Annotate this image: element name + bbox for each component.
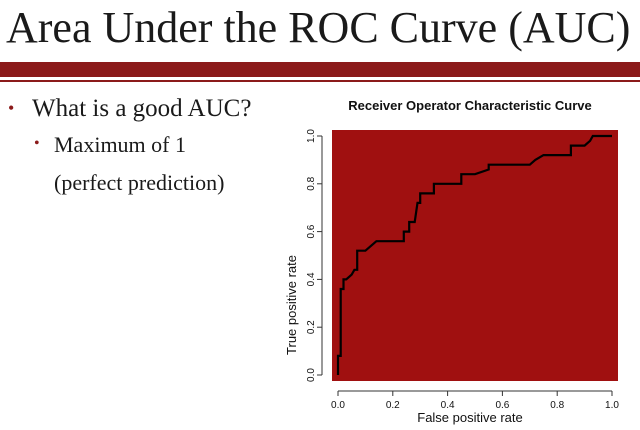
bullet-continuation: (perfect prediction): [54, 170, 225, 195]
bullet-text: Maximum of 1: [54, 132, 186, 157]
x-tick-label: 0.8: [550, 400, 564, 411]
bullet-text: What is a good AUC?: [32, 95, 252, 122]
bullet-dot-icon: •: [34, 135, 40, 152]
y-tick-label: 0.0: [306, 368, 317, 382]
title-divider-line: [0, 80, 640, 82]
y-tick-label: 1.0: [306, 129, 317, 143]
y-axis-label: True positive rate: [284, 255, 299, 355]
roc-curve-line: [336, 134, 612, 375]
y-axis: 0.0 0.2 0.4 0.6 0.8 1.0: [306, 129, 323, 382]
x-axis: 0.0 0.2 0.4 0.6 0.8 1.0: [331, 390, 619, 411]
bullet-dot-icon: •: [8, 98, 15, 118]
x-tick-label: 0.6: [495, 400, 509, 411]
slide-title: Area Under the ROC Curve (AUC): [6, 3, 631, 52]
area-under-curve: [332, 130, 618, 381]
y-tick-label: 0.6: [306, 224, 317, 238]
y-tick-label: 0.2: [306, 320, 317, 334]
roc-chart: Receiver Operator Characteristic Curve 0…: [284, 98, 619, 425]
y-tick-label: 0.8: [306, 176, 317, 190]
y-tick-label: 0.4: [306, 272, 317, 286]
x-tick-label: 0.4: [441, 400, 455, 411]
x-tick-label: 1.0: [605, 400, 619, 411]
title-divider-bar: [0, 62, 640, 77]
x-tick-label: 0.2: [386, 400, 400, 411]
x-tick-label: 0.0: [331, 400, 345, 411]
x-axis-label: False positive rate: [417, 410, 523, 425]
chart-title: Receiver Operator Characteristic Curve: [348, 98, 592, 113]
